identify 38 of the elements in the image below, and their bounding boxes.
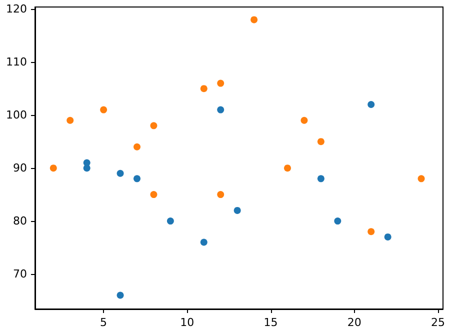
y-tick-label: 110	[6, 56, 27, 69]
x-tick-label: 5	[100, 316, 108, 329]
point	[166, 218, 174, 225]
y-tick-label: 80	[13, 214, 27, 228]
point	[116, 292, 124, 299]
point	[50, 164, 57, 172]
point	[368, 228, 375, 236]
y-tick-label: 100	[6, 108, 27, 122]
point	[317, 138, 324, 146]
point	[134, 175, 140, 182]
point	[217, 191, 224, 198]
point	[100, 106, 108, 114]
point	[384, 233, 392, 240]
point	[200, 238, 208, 246]
point	[317, 175, 324, 182]
x-tick-label: 15	[264, 316, 278, 329]
y-tick-label: 70	[13, 268, 27, 281]
point	[217, 106, 224, 114]
point	[150, 191, 158, 198]
point	[284, 164, 291, 172]
point	[234, 206, 241, 214]
x-tick-label: 25	[430, 316, 445, 329]
point	[66, 116, 74, 124]
point	[368, 100, 375, 108]
y-tick-label: 90	[13, 162, 27, 175]
y-tick-label: 120	[6, 2, 27, 16]
x-tick-label: 20	[347, 316, 362, 329]
point	[300, 116, 308, 124]
point	[116, 170, 124, 177]
point	[150, 122, 158, 130]
point	[217, 80, 224, 87]
x-tick-label: 10	[180, 316, 194, 329]
point	[134, 143, 140, 150]
point	[83, 164, 90, 172]
point	[334, 218, 342, 225]
point	[418, 175, 425, 182]
point	[250, 16, 258, 24]
point	[200, 85, 208, 92]
